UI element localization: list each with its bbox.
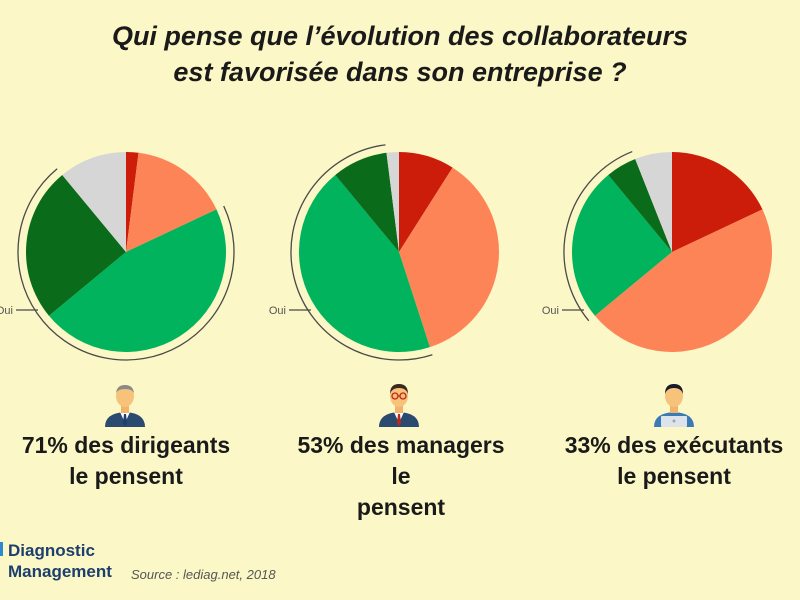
caption-dirigeants: 71% des dirigeants le pensent [11,430,241,492]
caption-dirigeants-line-2: le pensent [69,463,183,489]
pie-managers-slice-1 [399,167,499,348]
pie-executants-slice-0 [672,152,763,252]
caption-executants: 33% des exécutants le pensent [559,430,789,492]
caption-executants-line-1: 33% des exécutants [564,432,784,458]
pie-dirigeants-slice-3 [26,174,126,316]
pie-dirigeants-oui-bracket [17,168,235,361]
chart-title: Qui pense que l’évolution des collaborat… [0,18,800,90]
pie-managers-oui-bracket [290,144,433,361]
caption-managers-line-2: pensent [356,494,446,520]
pie-dirigeants-slice-4 [62,152,126,252]
pie-dirigeants-slice-1 [126,152,217,252]
pie-managers-slice-3 [335,152,399,252]
pie-executants: Oui [542,150,772,352]
pie-executants-slice-4 [635,152,672,252]
worker-avatar-icon [654,384,694,427]
pie-managers-oui-label: Oui [269,305,286,317]
pie-dirigeants: Oui [0,152,235,361]
executive-avatar-icon [105,385,145,427]
pie-executants-oui-label: Oui [542,305,559,317]
pie-executants-oui-bracket [563,150,633,322]
pie-executants-slice-3 [608,159,672,252]
pie-managers-slice-4 [386,152,399,252]
pie-dirigeants-slice-0 [126,152,139,252]
brand-logo-mark-icon [0,542,3,556]
caption-managers: 53% des managers le pensent [286,430,516,523]
title-line-1: Qui pense que l’évolution des collaborat… [111,21,689,51]
manager-avatar-icon [379,384,419,427]
brand-line-2: Management [8,562,112,581]
title-line-2: est favorisée dans son entreprise ? [173,57,627,87]
brand-line-1: Diagnostic [8,541,95,560]
pie-executants-slice-2 [572,174,672,316]
pie-managers-slice-2 [298,174,430,353]
pie-executants-slice-1 [594,209,772,352]
pie-dirigeants-oui-label: Oui [0,305,13,317]
caption-executants-line-2: le pensent [617,463,731,489]
source-note: Source : lediag.net, 2018 [131,567,276,582]
brand-logo: Diagnostic Management [0,540,112,582]
pie-managers-slice-0 [399,152,453,252]
caption-dirigeants-line-1: 71% des dirigeants [21,432,231,458]
caption-managers-line-1: 53% des managers le [297,432,505,489]
pie-dirigeants-slice-2 [48,209,226,352]
pie-managers: Oui [269,144,499,361]
